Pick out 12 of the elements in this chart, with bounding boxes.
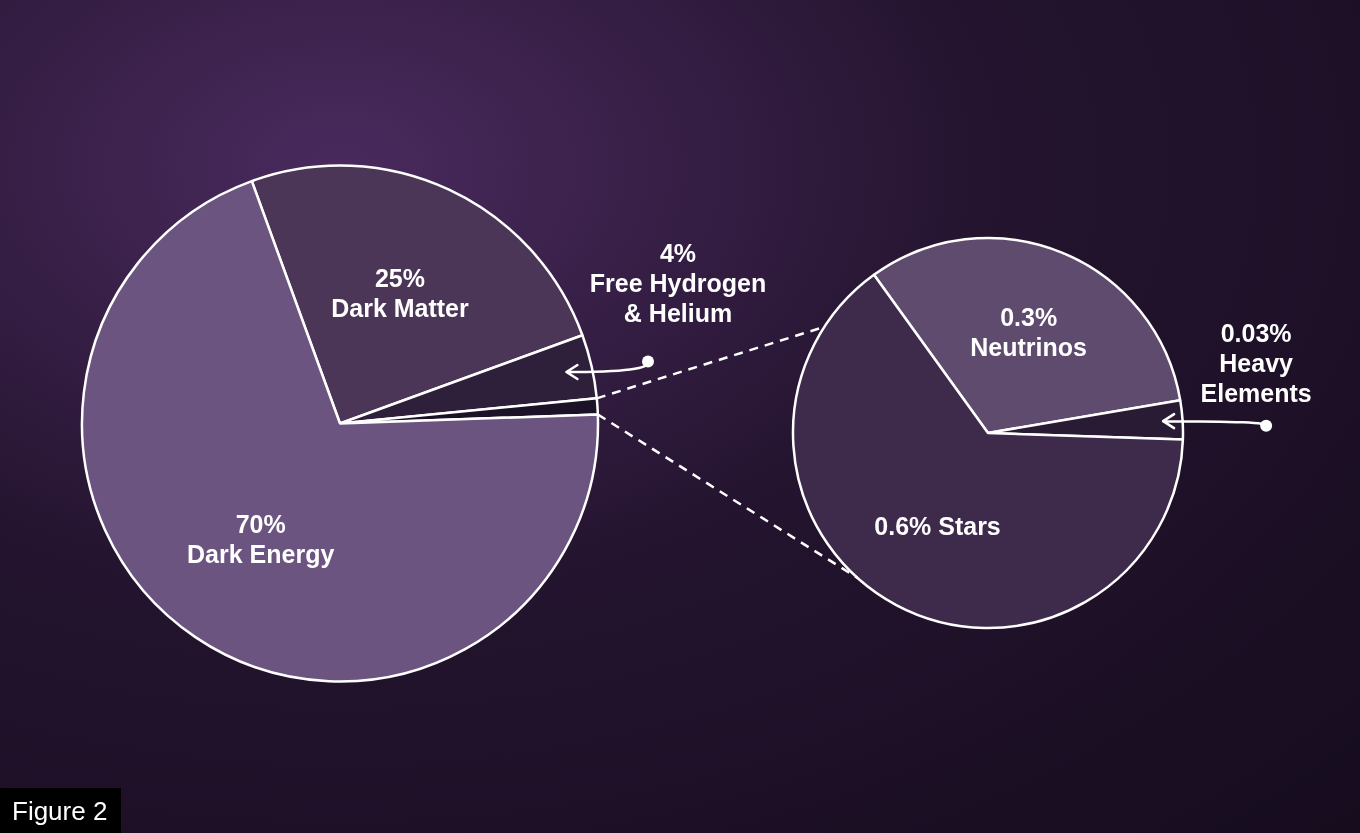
slice-label: Dark Energy <box>187 540 335 569</box>
data-label: 0.03% <box>1220 318 1292 347</box>
slice-label: 0.6% Stars <box>874 511 1001 540</box>
slice-label: Neutrinos <box>970 332 1087 361</box>
slice-label: Dark Matter <box>331 293 470 322</box>
data-label: 4% <box>659 239 697 268</box>
slice-label: Free Hydrogen & Helium <box>589 269 767 328</box>
data-label: 25% <box>374 263 425 292</box>
slice-label: Heavy Elements <box>1200 348 1312 407</box>
caption: Figure 2 <box>0 788 122 833</box>
data-label: 0.3% <box>1000 302 1058 331</box>
data-label: 70% <box>235 510 286 539</box>
